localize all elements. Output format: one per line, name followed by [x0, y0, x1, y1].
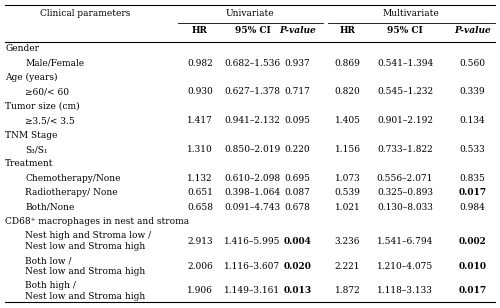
Text: 0.850–2.019: 0.850–2.019	[224, 145, 280, 154]
Text: ≥60/< 60: ≥60/< 60	[25, 87, 69, 96]
Text: 0.901–2.192: 0.901–2.192	[377, 116, 433, 125]
Text: 2.006: 2.006	[187, 261, 213, 270]
Text: 0.013: 0.013	[284, 286, 312, 295]
Text: 2.221: 2.221	[335, 261, 360, 270]
Text: 0.869: 0.869	[334, 59, 360, 68]
Text: 0.533: 0.533	[460, 145, 485, 154]
Text: 1.416–5.995: 1.416–5.995	[224, 237, 281, 245]
Text: 0.087: 0.087	[284, 188, 310, 197]
Text: P-value: P-value	[279, 26, 316, 35]
Text: 0.017: 0.017	[458, 188, 486, 197]
Text: 1.156: 1.156	[334, 145, 360, 154]
Text: 0.820: 0.820	[334, 87, 360, 96]
Text: S₃/S₁: S₃/S₁	[25, 145, 48, 154]
Text: 0.004: 0.004	[284, 237, 312, 245]
Text: ≥3.5/< 3.5: ≥3.5/< 3.5	[25, 116, 75, 125]
Text: 1.906: 1.906	[187, 286, 213, 295]
Text: Radiotherapy/ None: Radiotherapy/ None	[25, 188, 118, 197]
Text: HR: HR	[192, 26, 208, 35]
Text: Both low /
Nest low and Stroma high: Both low / Nest low and Stroma high	[25, 256, 145, 276]
Text: 1.210–4.075: 1.210–4.075	[377, 261, 433, 270]
Text: 0.095: 0.095	[284, 116, 310, 125]
Text: 3.236: 3.236	[335, 237, 360, 245]
Text: Multivariate: Multivariate	[383, 9, 440, 18]
Text: 1.116–3.607: 1.116–3.607	[224, 261, 280, 270]
Text: 0.017: 0.017	[458, 286, 486, 295]
Text: 0.560: 0.560	[460, 59, 485, 68]
Text: 1.021: 1.021	[334, 203, 360, 212]
Text: 0.835: 0.835	[460, 174, 485, 183]
Text: 0.733–1.822: 0.733–1.822	[377, 145, 433, 154]
Text: Tumor size (cm): Tumor size (cm)	[5, 102, 80, 111]
Text: 0.539: 0.539	[334, 188, 360, 197]
Text: 0.930: 0.930	[187, 87, 213, 96]
Text: 1.118–3.133: 1.118–3.133	[377, 286, 433, 295]
Text: Gender: Gender	[5, 44, 39, 53]
Text: 0.091–4.743: 0.091–4.743	[224, 203, 280, 212]
Text: 1.132: 1.132	[187, 174, 213, 183]
Text: HR: HR	[340, 26, 355, 35]
Text: 0.610–2.098: 0.610–2.098	[224, 174, 280, 183]
Text: 0.220: 0.220	[284, 145, 310, 154]
Text: 95% CI: 95% CI	[234, 26, 270, 35]
Text: 0.545–1.232: 0.545–1.232	[377, 87, 433, 96]
Text: Treatment: Treatment	[5, 160, 54, 168]
Text: 1.073: 1.073	[334, 174, 360, 183]
Text: Nest high and Stroma low /
Nest low and Stroma high: Nest high and Stroma low / Nest low and …	[25, 231, 151, 251]
Text: Univariate: Univariate	[226, 9, 274, 18]
Text: 0.658: 0.658	[187, 203, 213, 212]
Text: 1.417: 1.417	[187, 116, 213, 125]
Text: 0.020: 0.020	[284, 261, 312, 270]
Text: 0.010: 0.010	[458, 261, 486, 270]
Text: 1.872: 1.872	[334, 286, 360, 295]
Text: Both/None: Both/None	[25, 203, 74, 212]
Text: 1.405: 1.405	[334, 116, 360, 125]
Text: Age (years): Age (years)	[5, 73, 58, 82]
Text: 0.937: 0.937	[284, 59, 310, 68]
Text: Male/Female: Male/Female	[25, 59, 84, 68]
Text: 95% CI: 95% CI	[387, 26, 423, 35]
Text: 0.717: 0.717	[284, 87, 310, 96]
Text: 0.627–1.378: 0.627–1.378	[224, 87, 280, 96]
Text: 1.541–6.794: 1.541–6.794	[377, 237, 433, 245]
Text: 1.149–3.161: 1.149–3.161	[224, 286, 280, 295]
Text: 0.130–8.033: 0.130–8.033	[377, 203, 433, 212]
Text: 0.134: 0.134	[460, 116, 485, 125]
Text: 0.541–1.394: 0.541–1.394	[377, 59, 433, 68]
Text: 0.941–2.132: 0.941–2.132	[224, 116, 280, 125]
Text: 1.310: 1.310	[187, 145, 213, 154]
Text: 0.682–1.536: 0.682–1.536	[224, 59, 280, 68]
Text: P-value: P-value	[454, 26, 491, 35]
Text: Both high /
Nest low and Stroma high: Both high / Nest low and Stroma high	[25, 281, 145, 301]
Text: Clinical parameters: Clinical parameters	[40, 9, 130, 18]
Text: 0.002: 0.002	[458, 237, 486, 245]
Text: 0.651: 0.651	[187, 188, 213, 197]
Text: 0.678: 0.678	[284, 203, 310, 212]
Text: TNM Stage: TNM Stage	[5, 131, 58, 140]
Text: 2.913: 2.913	[187, 237, 213, 245]
Text: 0.398–1.064: 0.398–1.064	[224, 188, 280, 197]
Text: 0.339: 0.339	[460, 87, 485, 96]
Text: Chemotherapy/None: Chemotherapy/None	[25, 174, 120, 183]
Text: 0.695: 0.695	[284, 174, 310, 183]
Text: 0.325–0.893: 0.325–0.893	[377, 188, 433, 197]
Text: 0.982: 0.982	[187, 59, 213, 68]
Text: 0.556–2.071: 0.556–2.071	[377, 174, 433, 183]
Text: CD68⁺ macrophages in nest and stroma: CD68⁺ macrophages in nest and stroma	[5, 217, 189, 226]
Text: 0.984: 0.984	[460, 203, 485, 212]
